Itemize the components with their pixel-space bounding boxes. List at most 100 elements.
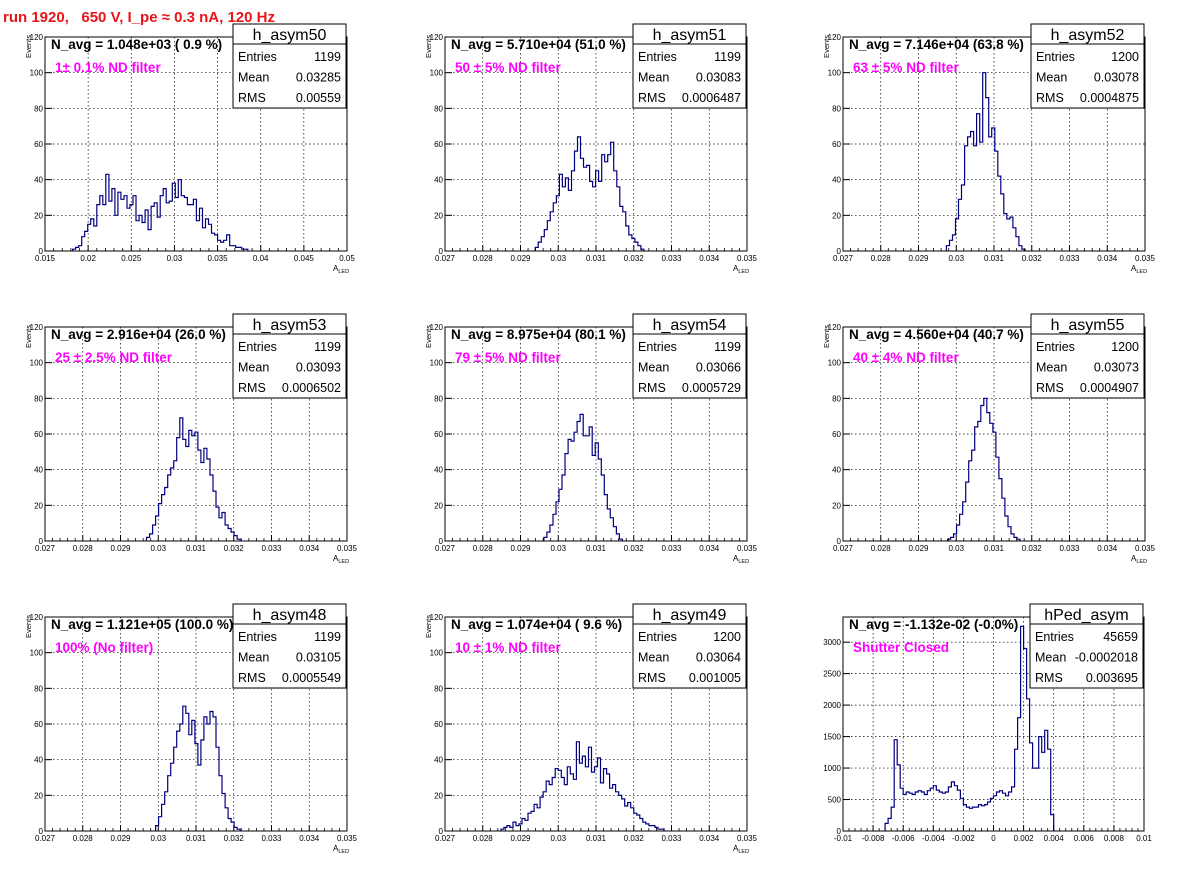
filter-annotation: 50 ± 5% ND filter: [455, 60, 561, 75]
x-tick-label: 0.035: [208, 254, 229, 263]
x-tick-label: 0.035: [337, 544, 358, 553]
filter-annotation: Shutter Closed: [853, 640, 949, 655]
y-tick-label: 60: [832, 430, 841, 439]
y-tick-label: 100: [828, 359, 842, 368]
x-tick-label: 0.035: [337, 834, 358, 843]
stats-label: Mean: [638, 71, 669, 85]
histogram-name: h_asym52: [1051, 27, 1125, 44]
stats-label: Entries: [1035, 630, 1074, 644]
y-tick-label: 120: [430, 33, 444, 42]
x-tick-label: 0.031: [186, 834, 207, 843]
stats-value: 0.03073: [1094, 361, 1139, 375]
stats-label: RMS: [638, 91, 666, 105]
histogram-name: h_asym55: [1051, 317, 1125, 334]
x-tick-label: 0.031: [984, 544, 1005, 553]
x-tick-label: 0.03: [150, 544, 166, 553]
y-axis-title: Events: [424, 615, 433, 638]
stats-label: Mean: [238, 361, 269, 375]
stats-label: Entries: [238, 340, 277, 354]
x-tick-label: 0.034: [699, 834, 720, 843]
stats-value: 0.0006487: [682, 91, 741, 105]
y-tick-label: 20: [34, 501, 43, 510]
x-tick-label: -0.006: [892, 834, 915, 843]
x-tick-label: 0.01: [1136, 834, 1152, 843]
y-tick-label: 120: [30, 613, 44, 622]
stats-value: -0.0002018: [1075, 651, 1138, 665]
y-tick-label: 120: [30, 323, 44, 332]
stats-label: Entries: [1036, 50, 1075, 64]
y-tick-label: 20: [434, 501, 443, 510]
y-tick-label: 40: [434, 466, 443, 475]
y-tick-label: 40: [34, 756, 43, 765]
x-axis-title: ALED: [333, 844, 349, 855]
x-axis-title: ALED: [1131, 554, 1147, 565]
y-tick-label: 100: [30, 649, 44, 658]
stats-value: 1199: [314, 50, 341, 64]
stats-label: Mean: [1035, 651, 1066, 665]
y-tick-label: 20: [434, 211, 443, 220]
x-tick-label: 0.03: [948, 544, 964, 553]
histogram-line: [500, 741, 665, 831]
panel-h_asym53: 0.027 0.028 0.029 0.03 0.031 0.032 0.033 0.034 0…: [24, 313, 358, 565]
histogram-line: [72, 173, 249, 251]
stats-label: Mean: [638, 361, 669, 375]
y-tick-label: 0: [39, 247, 44, 256]
filter-annotation: 10 ± 1% ND filter: [455, 640, 561, 655]
histogram-name: h_asym50: [253, 27, 327, 44]
navg-label: N_avg = -1.132e-02 (-0.0%): [849, 617, 1018, 632]
x-tick-label: 0.032: [624, 254, 645, 263]
x-tick-label: 0.035: [1135, 254, 1156, 263]
stats-label: RMS: [238, 91, 266, 105]
x-tick-label: 0.032: [624, 834, 645, 843]
stats-label: Entries: [638, 630, 677, 644]
x-tick-label: 0.033: [661, 544, 682, 553]
x-tick-label: 0.032: [224, 544, 245, 553]
x-tick-label: 0.034: [299, 544, 320, 553]
stats-label: Mean: [238, 651, 269, 665]
y-tick-label: 100: [30, 69, 44, 78]
y-tick-label: 100: [30, 359, 44, 368]
x-tick-label: 0.029: [510, 544, 531, 553]
x-tick-label: 0.029: [110, 544, 131, 553]
y-tick-label: 40: [832, 176, 841, 185]
stats-label: RMS: [1036, 91, 1064, 105]
y-tick-label: 40: [434, 756, 443, 765]
y-tick-label: 60: [434, 140, 443, 149]
x-tick-label: 0.008: [1104, 834, 1125, 843]
x-tick-label: 0.03: [167, 254, 183, 263]
x-tick-label: 0.032: [624, 544, 645, 553]
x-tick-label: 0.033: [261, 834, 282, 843]
x-tick-label: 0.028: [473, 544, 494, 553]
navg-label: N_avg = 5.710e+04 (51.0 %): [451, 37, 626, 52]
stats-value: 1200: [713, 630, 741, 644]
x-tick-label: 0.02: [80, 254, 96, 263]
y-tick-label: 80: [832, 394, 841, 403]
navg-label: N_avg = 1.048e+03 ( 0.9 %): [51, 37, 222, 52]
x-tick-label: 0.035: [737, 254, 758, 263]
filter-annotation: 79 ± 5% ND filter: [455, 350, 561, 365]
y-tick-label: 80: [434, 394, 443, 403]
x-tick-label: 0.032: [1022, 544, 1043, 553]
stats-value: 1199: [314, 340, 341, 354]
y-tick-label: 40: [434, 176, 443, 185]
stats-value: 0.03064: [696, 651, 741, 665]
x-tick-label: 0.031: [984, 254, 1005, 263]
y-tick-label: 0: [439, 247, 444, 256]
histogram-name: hPed_asym: [1044, 607, 1129, 624]
panel-h_asym52: 0.027 0.028 0.029 0.03 0.031 0.032 0.033 0.034 0…: [822, 23, 1156, 275]
y-axis-title: Events: [822, 325, 831, 348]
y-tick-label: 60: [34, 140, 43, 149]
x-axis-title: ALED: [333, 554, 349, 565]
navg-label: N_avg = 2.916e+04 (26.0 %): [51, 327, 226, 342]
stats-label: RMS: [238, 671, 266, 685]
x-tick-label: 0.035: [737, 544, 758, 553]
y-tick-label: 80: [434, 684, 443, 693]
navg-label: N_avg = 8.975e+04 (80.1 %): [451, 327, 626, 342]
stats-value: 0.0005729: [682, 381, 741, 395]
y-tick-label: 3000: [823, 638, 841, 647]
stats-value: 1199: [714, 340, 741, 354]
y-tick-label: 120: [430, 613, 444, 622]
x-tick-label: 0.004: [1044, 834, 1065, 843]
x-axis-title: ALED: [733, 844, 749, 855]
